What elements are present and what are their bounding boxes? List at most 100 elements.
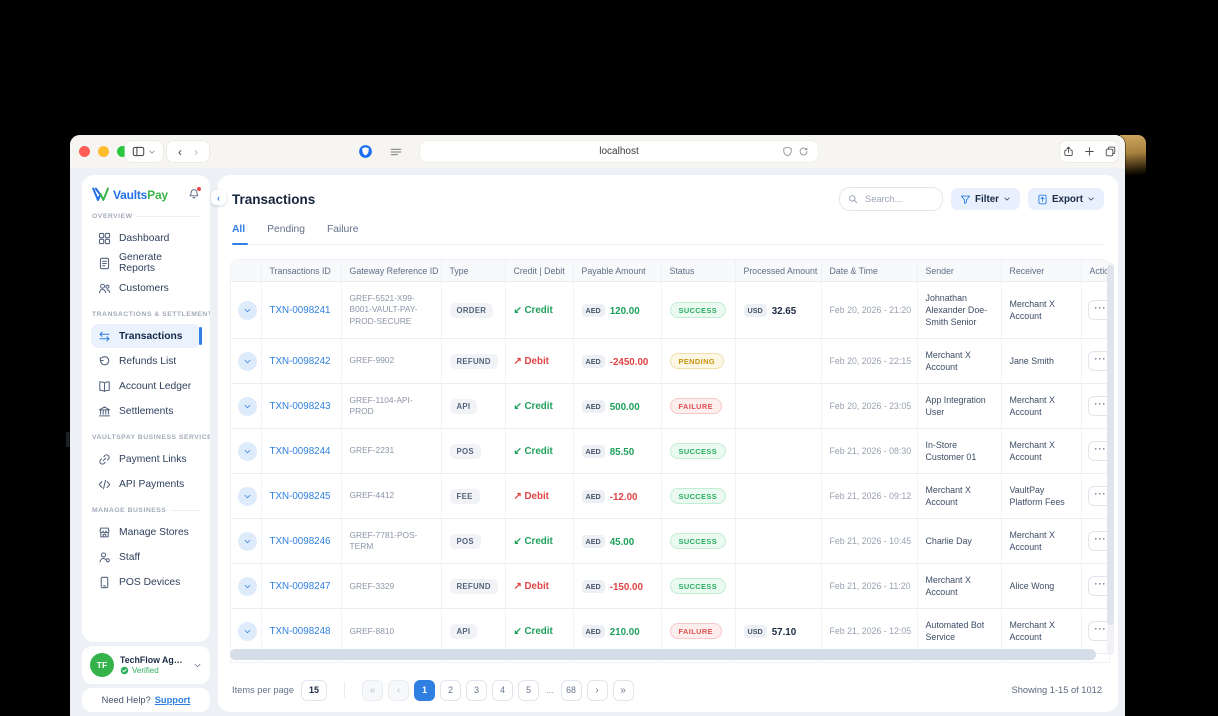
transactions-table: Transactions ID Gateway Reference ID Type C… bbox=[231, 260, 1109, 662]
reload-icon[interactable] bbox=[798, 146, 809, 157]
column-header: Gateway Reference ID bbox=[341, 260, 442, 282]
extension-list-icon[interactable] bbox=[389, 145, 403, 159]
horizontal-scrollbar[interactable] bbox=[230, 649, 1096, 660]
back-icon[interactable]: ‹ bbox=[178, 144, 182, 159]
payable-amount: -2450.00 bbox=[609, 356, 649, 368]
page-button-4[interactable]: 4 bbox=[492, 679, 514, 701]
sidebar-item-pos-devices[interactable]: POS Devices bbox=[91, 570, 201, 594]
next-page-button[interactable]: › bbox=[586, 679, 608, 701]
new-tab-icon[interactable] bbox=[1084, 146, 1095, 157]
row-actions-button[interactable] bbox=[1087, 576, 1109, 597]
row-actions-button[interactable] bbox=[1087, 531, 1109, 552]
sidebar-section: MANAGE BUSINESS Manage Stores Staff POS … bbox=[91, 507, 201, 594]
nav-buttons: ‹ › bbox=[167, 141, 209, 162]
search-box[interactable] bbox=[839, 187, 944, 211]
transaction-id-link[interactable]: TXN-0098247 bbox=[269, 580, 331, 592]
chevron-down-icon bbox=[193, 661, 202, 670]
expand-row-button[interactable] bbox=[238, 531, 257, 551]
receiver: VaultPay Platform Fees bbox=[1009, 485, 1065, 508]
transfer-icon bbox=[98, 330, 111, 343]
chevron-down-icon bbox=[243, 582, 252, 591]
tab-all[interactable]: All bbox=[232, 222, 249, 245]
page-button-3[interactable]: 3 bbox=[466, 679, 488, 701]
row-actions-button[interactable] bbox=[1087, 621, 1109, 642]
divider bbox=[344, 682, 346, 698]
transaction-id-link[interactable]: TXN-0098243 bbox=[269, 400, 331, 412]
last-page-button[interactable]: » bbox=[612, 679, 634, 701]
column-header: Receiver bbox=[1001, 260, 1082, 282]
minimize-window-icon[interactable] bbox=[98, 146, 109, 157]
page-button-68[interactable]: 68 bbox=[560, 679, 582, 701]
sidebar-item-account-ledger[interactable]: Account Ledger bbox=[91, 374, 201, 398]
privacy-shield-icon[interactable] bbox=[782, 146, 793, 157]
date-time: Feb 21, 2026 - 11:20 bbox=[829, 581, 911, 592]
page-button-2[interactable]: 2 bbox=[440, 679, 462, 701]
prev-page-button[interactable]: ‹ bbox=[388, 679, 410, 701]
sidebar-item-refunds-list[interactable]: Refunds List bbox=[91, 349, 201, 373]
export-button[interactable]: Export bbox=[1027, 188, 1104, 210]
transaction-id-link[interactable]: TXN-0098244 bbox=[269, 445, 331, 457]
transaction-id-link[interactable]: TXN-0098246 bbox=[269, 535, 331, 547]
transaction-id-link[interactable]: TXN-0098241 bbox=[269, 304, 331, 316]
support-link[interactable]: Support bbox=[154, 695, 191, 705]
chevron-down-icon bbox=[243, 627, 252, 636]
page-button-1[interactable]: 1 bbox=[414, 679, 436, 701]
tab-overview-icon[interactable] bbox=[1105, 146, 1116, 157]
collapse-sidebar-button[interactable]: ‹ bbox=[211, 190, 226, 205]
sidebar-item-payment-links[interactable]: Payment Links bbox=[91, 447, 201, 471]
transaction-id-link[interactable]: TXN-0098242 bbox=[269, 355, 331, 367]
tablet-icon bbox=[98, 576, 111, 589]
browser-shield-extension-icon[interactable] bbox=[358, 144, 373, 159]
account-switcher[interactable]: TF TechFlow Agency ... Verified bbox=[82, 646, 210, 684]
browser-window: ‹ › localhost ‹ bbox=[70, 135, 1125, 716]
close-window-icon[interactable] bbox=[79, 146, 90, 157]
expand-row-button[interactable] bbox=[238, 441, 257, 461]
sidebar-item-staff[interactable]: Staff bbox=[91, 545, 201, 569]
zoom-window-icon[interactable] bbox=[117, 146, 128, 157]
status-badge: PENDING bbox=[669, 353, 724, 370]
notification-bell-button[interactable] bbox=[188, 187, 201, 201]
sidebar-item-api-payments[interactable]: API Payments bbox=[91, 472, 201, 496]
sidebar-toggle-button[interactable] bbox=[125, 141, 163, 162]
vertical-scrollbar[interactable] bbox=[1107, 263, 1114, 655]
transaction-id-link[interactable]: TXN-0098245 bbox=[269, 490, 331, 502]
address-bar[interactable]: localhost bbox=[420, 141, 818, 162]
expander-column-header bbox=[231, 260, 262, 282]
sidebar-item-customers[interactable]: Customers bbox=[91, 276, 201, 300]
transactions-panel: Transactions Filter Export bbox=[218, 175, 1118, 712]
row-actions-button[interactable] bbox=[1087, 351, 1109, 372]
share-icon[interactable] bbox=[1063, 146, 1074, 157]
sidebar-item-dashboard[interactable]: Dashboard bbox=[91, 226, 201, 250]
page-button-5[interactable]: 5 bbox=[518, 679, 540, 701]
expand-row-button[interactable] bbox=[238, 486, 257, 506]
expand-row-button[interactable] bbox=[238, 621, 257, 641]
search-input[interactable] bbox=[863, 193, 935, 205]
tab-pending[interactable]: Pending bbox=[267, 224, 305, 235]
items-per-page-value[interactable]: 15 bbox=[301, 679, 328, 701]
row-actions-button[interactable] bbox=[1087, 486, 1109, 507]
sidebar-item-settlements[interactable]: Settlements bbox=[91, 399, 201, 423]
sidebar-item-manage-stores[interactable]: Manage Stores bbox=[91, 520, 201, 544]
row-actions-button[interactable] bbox=[1087, 441, 1109, 462]
expand-row-button[interactable] bbox=[238, 300, 257, 320]
sidebar-item-transactions[interactable]: Transactions bbox=[91, 324, 202, 348]
sidebar-item-generate-reports[interactable]: Generate Reports bbox=[91, 251, 201, 275]
gateway-reference: GREF-1104-API-PROD bbox=[349, 394, 413, 417]
transaction-id-link[interactable]: TXN-0098248 bbox=[269, 625, 331, 637]
first-page-button[interactable]: « bbox=[362, 679, 384, 701]
verified-badge-icon bbox=[120, 666, 129, 675]
expand-row-button[interactable] bbox=[238, 351, 257, 371]
processed-amount: 57.10 bbox=[771, 626, 797, 638]
row-actions-button[interactable] bbox=[1087, 300, 1109, 321]
table-row: TXN-0098242 GREF-9902 REFUND Debit AED -2… bbox=[231, 338, 1109, 384]
table-row: TXN-0098244 GREF-2231 POS Credit AED 85.5… bbox=[231, 428, 1109, 474]
forward-icon[interactable]: › bbox=[194, 144, 198, 159]
person-icon bbox=[98, 551, 111, 564]
receiver: Merchant X Account bbox=[1009, 620, 1055, 643]
row-actions-button[interactable] bbox=[1087, 396, 1109, 417]
filter-button[interactable]: Filter bbox=[951, 188, 1020, 210]
status-badge: SUCCESS bbox=[669, 533, 727, 550]
tab-failure[interactable]: Failure bbox=[326, 224, 359, 235]
expand-row-button[interactable] bbox=[238, 396, 257, 416]
expand-row-button[interactable] bbox=[238, 576, 257, 596]
